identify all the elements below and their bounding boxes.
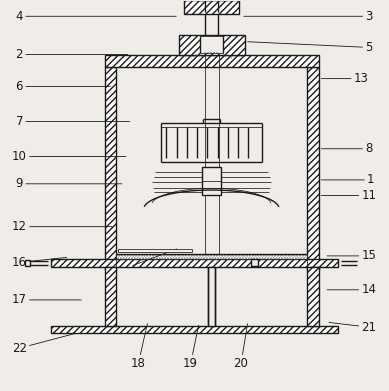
Bar: [105, 267, 116, 326]
Bar: [307, 67, 319, 269]
Text: 4: 4: [16, 10, 176, 23]
Text: 22: 22: [12, 334, 75, 355]
Bar: [105, 55, 319, 67]
Bar: [51, 258, 338, 267]
Bar: [51, 326, 338, 333]
Bar: [184, 0, 239, 14]
Text: 5: 5: [248, 41, 373, 54]
Text: 9: 9: [16, 177, 122, 190]
Bar: [118, 249, 192, 251]
Text: 21: 21: [329, 321, 377, 334]
Bar: [105, 67, 116, 269]
Text: 12: 12: [12, 220, 112, 233]
Text: 2: 2: [16, 48, 128, 61]
Bar: [307, 267, 319, 326]
Text: 17: 17: [12, 293, 81, 307]
Text: 15: 15: [327, 249, 377, 262]
Text: 1: 1: [321, 174, 375, 187]
Text: 11: 11: [321, 189, 377, 202]
Text: 10: 10: [12, 150, 126, 163]
Bar: [251, 259, 258, 266]
Bar: [116, 254, 307, 258]
Bar: [208, 267, 216, 326]
Text: 13: 13: [321, 72, 369, 85]
Bar: [179, 35, 245, 55]
Text: 8: 8: [321, 142, 373, 155]
Bar: [25, 260, 30, 266]
Text: 18: 18: [131, 324, 147, 370]
Text: 7: 7: [16, 115, 130, 128]
Bar: [200, 36, 223, 53]
Text: 14: 14: [327, 283, 377, 296]
Text: 19: 19: [183, 325, 199, 370]
Bar: [202, 167, 221, 195]
Text: 16: 16: [12, 256, 67, 269]
Text: 20: 20: [233, 324, 249, 370]
Text: 3: 3: [244, 10, 373, 23]
Text: 6: 6: [16, 80, 110, 93]
